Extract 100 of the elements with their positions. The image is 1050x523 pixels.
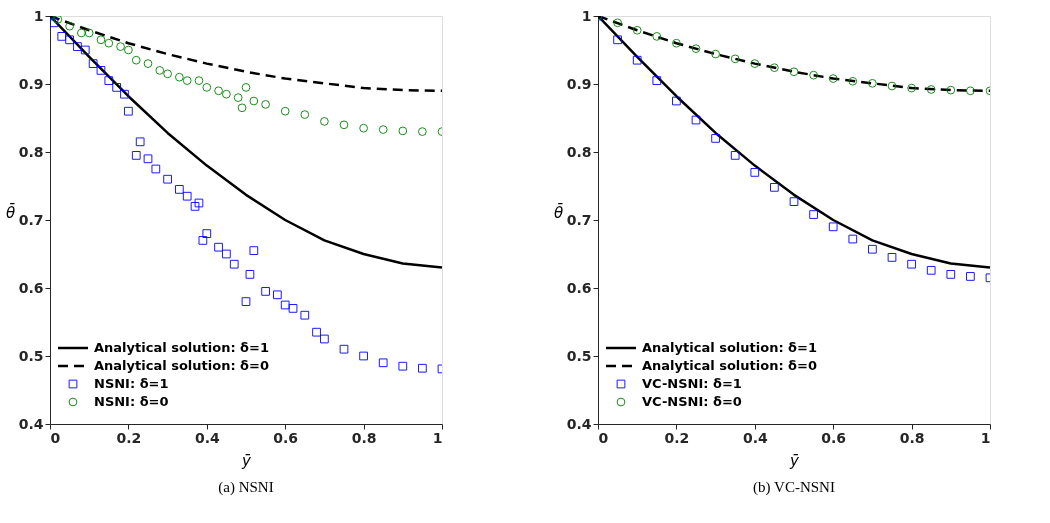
y-tick-label: 0.5 (18, 347, 44, 364)
point (652, 32, 662, 41)
point (300, 110, 310, 119)
y-tick-label: 0.6 (566, 279, 592, 296)
point (190, 202, 200, 211)
point (76, 28, 86, 38)
legend-label: Analytical solution: δ=1 (94, 340, 269, 355)
legend-label: Analytical solution: δ=0 (642, 358, 817, 373)
y-tick-label: 0.8 (18, 143, 44, 160)
point (57, 32, 67, 41)
point (946, 270, 956, 279)
point (907, 259, 916, 269)
point (151, 164, 161, 174)
point (202, 229, 212, 238)
point (868, 244, 877, 254)
point (163, 174, 172, 184)
point (632, 25, 642, 35)
text: (a) NSNI (218, 479, 274, 496)
x-tick-label: 0.2 (116, 429, 142, 446)
point (214, 86, 223, 96)
x-tick-label: 0.2 (664, 429, 690, 446)
x-tick-label: 0.4 (194, 429, 220, 446)
point (131, 151, 141, 160)
point (312, 327, 321, 337)
point (320, 334, 329, 344)
point (124, 45, 133, 55)
point (926, 85, 936, 94)
legend-label: NSNI: δ=1 (94, 376, 169, 391)
point (966, 86, 975, 96)
point (789, 197, 799, 207)
point (65, 21, 74, 31)
point (249, 246, 259, 255)
point (80, 45, 90, 55)
y-tick-label: 0.6 (18, 279, 44, 296)
point (613, 18, 622, 28)
point (120, 89, 129, 99)
legend-label: NSNI: δ=0 (94, 394, 169, 409)
point (280, 300, 290, 310)
point (272, 290, 282, 300)
point (320, 117, 329, 126)
x-tick-label: 1 (432, 429, 443, 446)
point (131, 55, 141, 65)
point (887, 81, 897, 91)
point (300, 310, 310, 320)
point (770, 63, 779, 73)
point (378, 125, 388, 134)
point (73, 42, 82, 51)
point (398, 361, 408, 371)
point (280, 106, 290, 116)
point (359, 123, 368, 133)
point (96, 66, 106, 75)
legend-label: Analytical solution: δ=0 (94, 358, 269, 373)
legend-label: VC-NSNI: δ=0 (642, 394, 742, 409)
point (88, 59, 98, 68)
y-axis-title: θ̄ (554, 202, 564, 222)
point (229, 259, 239, 269)
point (828, 74, 838, 83)
point (730, 151, 740, 160)
point (378, 358, 388, 368)
point (163, 69, 172, 79)
point (222, 89, 231, 99)
x-axis-title: ȳ (789, 451, 801, 470)
point (966, 272, 975, 281)
point (155, 66, 165, 75)
point (174, 72, 184, 82)
point (261, 100, 270, 109)
point (730, 54, 740, 64)
point (214, 242, 223, 252)
point (182, 191, 192, 201)
point (104, 38, 114, 48)
point (398, 126, 408, 136)
point (418, 127, 427, 136)
y-tick-label: 0.7 (566, 211, 592, 228)
point (926, 265, 936, 275)
point (887, 253, 897, 262)
point (182, 76, 192, 85)
point (143, 154, 153, 164)
point (691, 44, 701, 54)
point (245, 270, 255, 279)
point (359, 351, 368, 361)
point (848, 234, 858, 244)
x-tick-label: 0 (598, 429, 609, 446)
point (50, 18, 59, 28)
y-tick-label: 0.5 (566, 347, 592, 364)
point (770, 182, 779, 192)
point (789, 67, 799, 77)
point (828, 222, 838, 232)
point (672, 96, 681, 106)
legend-label: VC-NSNI: δ=1 (642, 376, 742, 391)
point (237, 103, 247, 113)
point (194, 76, 204, 85)
x-tick-label: 0.8 (899, 429, 925, 446)
point (907, 83, 916, 93)
point (946, 85, 956, 95)
point (288, 304, 298, 313)
point (652, 76, 662, 85)
point (750, 59, 760, 68)
point (691, 115, 701, 125)
point (249, 96, 259, 106)
point (116, 42, 125, 51)
